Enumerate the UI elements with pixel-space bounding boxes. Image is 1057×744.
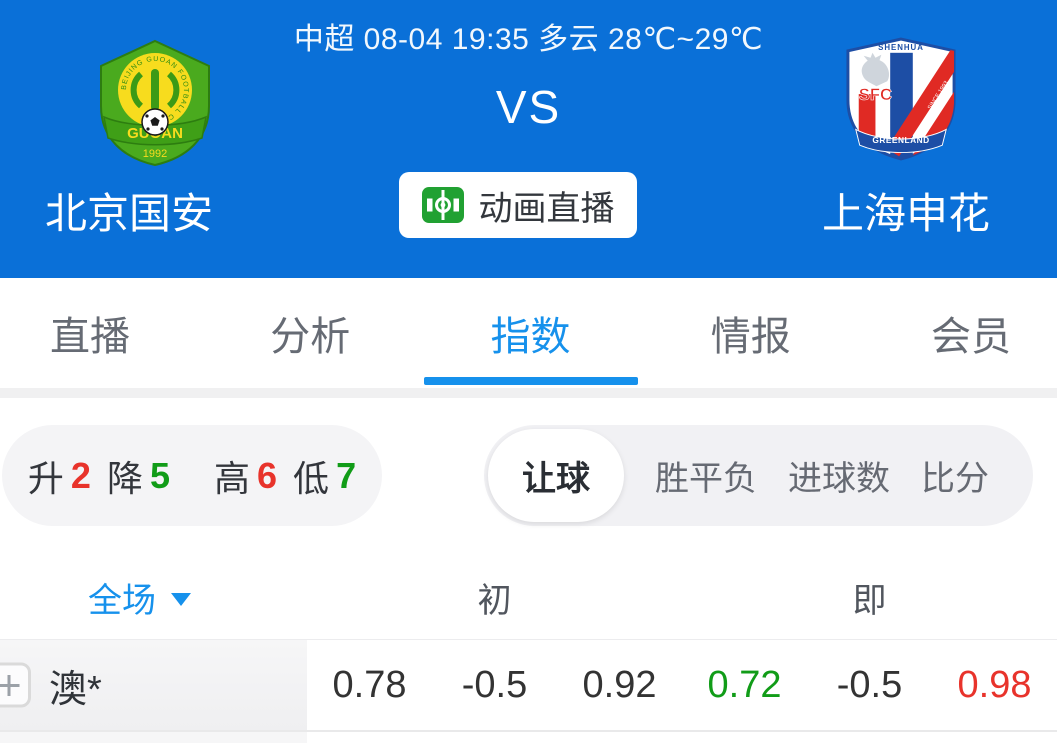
bookmaker-cell: 澳* (0, 640, 307, 730)
column-header-live: 即 (852, 582, 887, 620)
odds-live-handicap: -0.5 (836, 663, 903, 706)
match-header: 中超 08-04 19:35 多云 28℃~29℃ VS BEIJING GUO… (0, 0, 1057, 278)
market-tab-handicap[interactable]: 让球 (488, 429, 624, 522)
tab-vip[interactable]: 会员 (931, 315, 1011, 359)
trend-low: 低 7 (293, 454, 357, 499)
column-header-initial: 初 (477, 582, 512, 620)
animated-live-label: 动画直播 (478, 189, 615, 228)
plus-icon (0, 666, 28, 705)
row-divider (0, 730, 1057, 732)
chevron-down-icon (171, 593, 191, 606)
shanghai-shenhua-crest-icon: SHENHUA SFC SINCE 1993 GREENLAND (846, 37, 956, 161)
odds-table-row[interactable]: 澳* 0.78 -0.5 0.92 0.72 -0.5 0.98 (0, 640, 1057, 730)
tab-analysis[interactable]: 分析 (270, 315, 351, 359)
animated-live-button[interactable]: 动画直播 (399, 172, 637, 238)
match-info-text: 中超 08-04 19:35 多云 28℃~29℃ (293, 23, 764, 56)
vs-label: VS (495, 81, 562, 133)
svg-text:1992: 1992 (143, 148, 167, 160)
away-team-logo: SHENHUA SFC SINCE 1993 GREENLAND (844, 36, 958, 167)
tab-odds[interactable]: 指数 (423, 278, 638, 388)
next-row-partial (0, 732, 1057, 743)
home-team-name: 北京国安 (45, 190, 214, 237)
home-team-logo: BEIJING GUOAN FOOTBALL CLUB GUOAN 1992 (95, 38, 215, 173)
odds-initial-away: 0.92 (582, 663, 657, 706)
market-tab-goals[interactable]: 进球数 (788, 460, 890, 498)
tab-live[interactable]: 直播 (50, 315, 130, 359)
odds-table-header: 全场 初 即 (0, 528, 1057, 640)
beijing-guoan-crest-icon: BEIJING GUOAN FOOTBALL CLUB GUOAN 1992 (100, 39, 210, 167)
market-type-segmented-control: 让球 胜平负 进球数 比分 (484, 425, 1033, 526)
odds-initial-handicap: -0.5 (461, 663, 528, 706)
football-pitch-icon (421, 187, 464, 223)
section-divider (0, 388, 1057, 398)
trend-fall: 降 5 (106, 454, 170, 499)
odds-initial-home: 0.78 (332, 663, 407, 706)
away-team-name: 上海申花 (821, 190, 990, 237)
trend-rise: 升 2 (27, 454, 91, 499)
main-tabbar: 直播 分析 指数 情报 会员 (0, 278, 1057, 388)
tab-intel[interactable]: 情报 (710, 315, 791, 359)
scope-selector[interactable]: 全场 (0, 573, 307, 622)
odds-live-away: 0.98 (957, 663, 1032, 706)
trend-high: 高 6 (214, 454, 278, 499)
svg-text:SFC: SFC (859, 85, 892, 104)
trend-summary-pill: 升 2 降 5 高 6 低 7 (2, 425, 382, 526)
odds-filter-bar: 升 2 降 5 高 6 低 7 让球 胜平负 进球数 比分 (0, 398, 1057, 528)
bookmaker-name: 澳* (49, 668, 102, 711)
market-tab-score[interactable]: 比分 (921, 460, 989, 498)
market-tab-1x2[interactable]: 胜平负 (655, 460, 757, 498)
svg-text:SHENHUA: SHENHUA (878, 43, 924, 52)
scope-label: 全场 (88, 582, 156, 620)
add-bookmaker-button[interactable] (0, 662, 31, 708)
odds-live-home: 0.72 (707, 663, 782, 706)
svg-text:GREENLAND: GREENLAND (872, 135, 929, 145)
